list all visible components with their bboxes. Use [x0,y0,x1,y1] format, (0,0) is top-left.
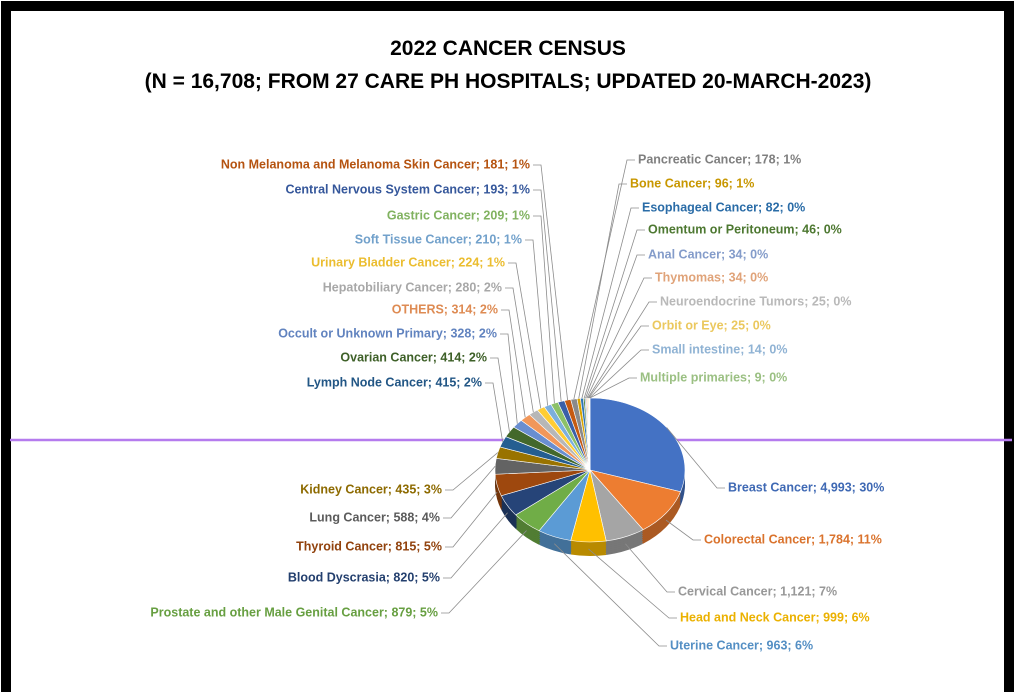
data-label: Breast Cancer; 4,993; 30% [728,480,884,494]
data-label: Occult or Unknown Primary; 328; 2% [278,326,497,340]
chart-subtitle: (N = 16,708; FROM 27 CARE PH HOSPITALS; … [145,70,872,93]
data-label: Multiple primaries; 9; 0% [640,370,787,384]
data-label: Orbit or Eye; 25; 0% [652,318,771,332]
data-label: Lymph Node Cancer; 415; 2% [307,375,482,389]
data-label: Anal Cancer; 34; 0% [648,247,768,261]
frame [6,6,1009,692]
data-label: Esophageal Cancer; 82; 0% [642,200,805,214]
data-label: Head and Neck Cancer; 999; 6% [680,610,870,624]
data-label: OTHERS; 314; 2% [392,302,498,316]
data-label: Thyroid Cancer; 815; 5% [296,539,442,553]
data-label: Neuroendocrine Tumors; 25; 0% [660,294,851,308]
data-label: Cervical Cancer; 1,121; 7% [678,584,837,598]
data-label: Urinary Bladder Cancer; 224; 1% [311,255,505,269]
data-label: Omentum or Peritoneum; 46; 0% [648,222,842,236]
data-label: Gastric Cancer; 209; 1% [387,208,530,222]
data-label: Bone Cancer; 96; 1% [630,176,754,190]
data-label: Thymomas; 34; 0% [655,270,768,284]
data-label: Pancreatic Cancer; 178; 1% [638,152,801,166]
data-label: Lung Cancer; 588; 4% [309,510,440,524]
data-label: Prostate and other Male Genital Cancer; … [150,605,438,619]
data-label: Hepatobiliary Cancer; 280; 2% [323,280,502,294]
data-label: Colorectal Cancer; 1,784; 11% [704,532,882,546]
data-label: Soft Tissue Cancer; 210; 1% [355,232,522,246]
data-label: Non Melanoma and Melanoma Skin Cancer; 1… [221,157,530,171]
chart-title: 2022 CANCER CENSUS [390,37,626,60]
data-label: Blood Dyscrasia; 820; 5% [288,570,440,584]
data-label: Central Nervous System Cancer; 193; 1% [285,182,530,196]
data-label: Kidney Cancer; 435; 3% [300,482,442,496]
data-label: Ovarian Cancer; 414; 2% [340,350,487,364]
data-label: Uterine Cancer; 963; 6% [670,638,813,652]
data-label: Small intestine; 14; 0% [652,342,787,356]
